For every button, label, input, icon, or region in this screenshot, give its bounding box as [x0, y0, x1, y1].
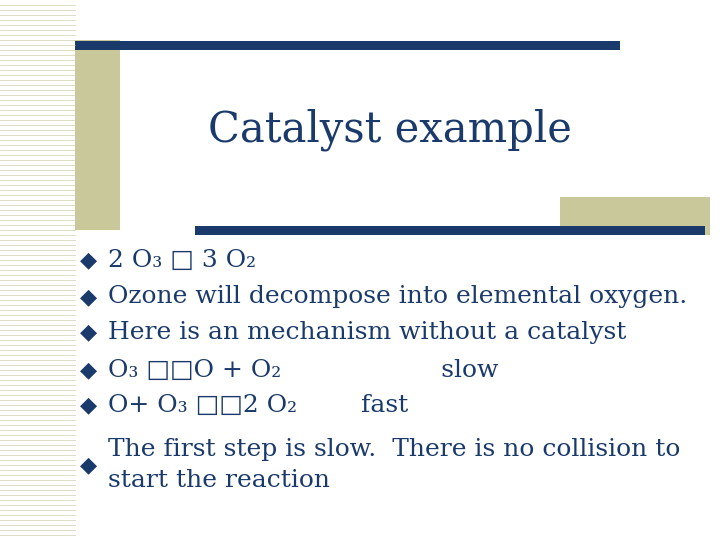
Text: ◆: ◆: [79, 394, 96, 416]
Text: Ozone will decompose into elemental oxygen.: Ozone will decompose into elemental oxyg…: [108, 286, 688, 308]
Text: Catalyst example: Catalyst example: [208, 109, 572, 151]
Text: O₃ □□O + O₂                    slow: O₃ □□O + O₂ slow: [108, 359, 498, 381]
Text: ◆: ◆: [79, 321, 96, 343]
Text: O+ O₃ □□2 O₂        fast: O+ O₃ □□2 O₂ fast: [108, 394, 408, 416]
Text: Here is an mechanism without a catalyst: Here is an mechanism without a catalyst: [108, 321, 626, 343]
Bar: [75, 41, 620, 50]
Text: ◆: ◆: [79, 454, 96, 476]
Text: The first step is slow.  There is no collision to
start the reaction: The first step is slow. There is no coll…: [108, 438, 680, 491]
Text: 2 O₃ □ 3 O₂: 2 O₃ □ 3 O₂: [108, 248, 256, 272]
Text: ◆: ◆: [79, 249, 96, 271]
Bar: [195, 226, 705, 235]
Text: ◆: ◆: [79, 286, 96, 308]
Bar: [75, 40, 120, 230]
Bar: [560, 197, 710, 235]
Text: ◆: ◆: [79, 359, 96, 381]
